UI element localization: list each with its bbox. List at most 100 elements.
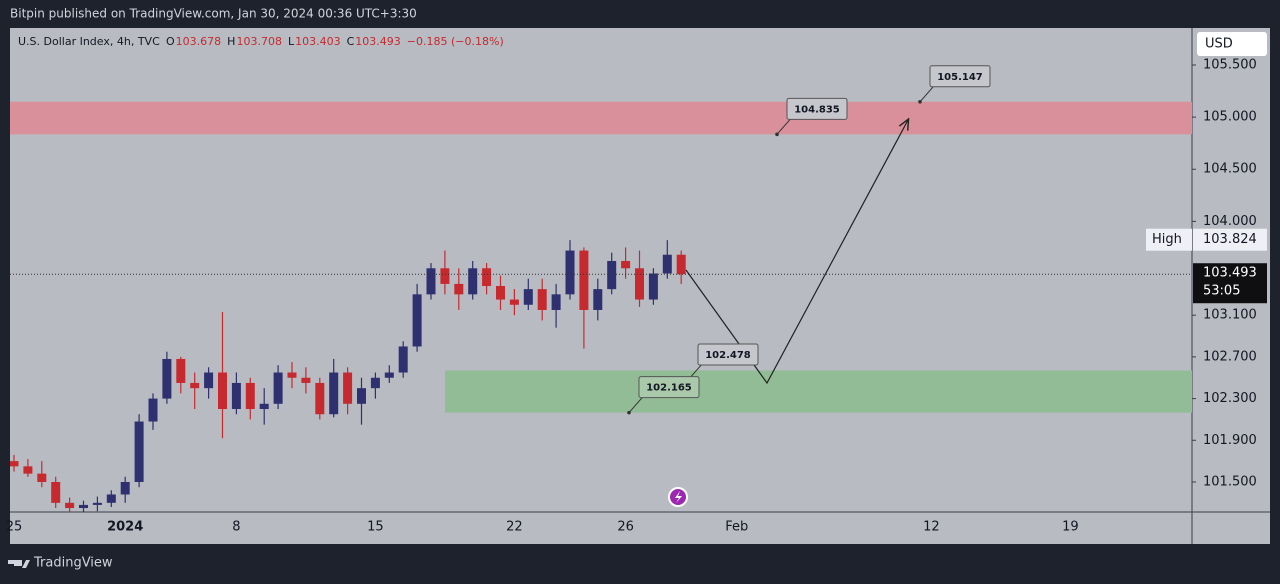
candle-body <box>593 289 603 310</box>
candle-body <box>370 377 380 389</box>
y-tick-label: 101.900 <box>1203 433 1257 448</box>
candle-body <box>648 273 658 300</box>
callout-stem <box>776 117 792 135</box>
candle-body <box>607 260 617 290</box>
ohlc-key: O <box>166 35 175 48</box>
candle-body <box>218 372 227 410</box>
candle-body <box>259 403 269 410</box>
candle-body <box>176 358 186 383</box>
brand: TradingView <box>33 556 113 571</box>
candle-body <box>37 473 47 482</box>
candle-body <box>231 382 241 410</box>
x-tick-label: Feb <box>725 520 748 535</box>
high-value-bg <box>1193 228 1267 251</box>
candle-body <box>343 372 353 404</box>
candle-body <box>301 377 311 383</box>
callout-box <box>697 343 759 366</box>
candle-body <box>65 502 75 509</box>
zone <box>10 101 1192 135</box>
symbol: U.S. Dollar Index, 4h, TVC <box>18 35 160 48</box>
candle-body <box>454 283 464 295</box>
countdown: 53:05 <box>1203 284 1240 299</box>
high-tag: High <box>1152 232 1182 247</box>
x-tick-label: 22 <box>506 520 523 535</box>
candle-body <box>23 466 33 474</box>
candle-body <box>106 494 116 503</box>
candle-body <box>426 268 436 295</box>
candle-body <box>565 250 575 295</box>
candle-body <box>676 254 686 275</box>
publish-info: Bitpin published on TradingView.com, Jan… <box>10 7 417 21</box>
callout-label: 102.165 <box>646 383 692 394</box>
candle-body <box>120 481 130 495</box>
candle-body <box>287 372 297 378</box>
currency[interactable]: USD <box>1205 37 1233 52</box>
candle-body <box>551 294 561 310</box>
ohlc-value: 103.493 <box>355 35 401 48</box>
candle-body <box>357 388 366 404</box>
ohlc-key: L <box>288 35 295 48</box>
callout-box <box>638 376 700 399</box>
y-tick-label: 105.000 <box>1203 110 1257 125</box>
x-tick-label: 15 <box>367 520 384 535</box>
zone <box>445 370 1192 413</box>
candle-body <box>204 372 214 389</box>
callout-label: 105.147 <box>937 72 983 83</box>
last-price-box <box>1193 263 1267 304</box>
x-tick-label: 26 <box>617 520 634 535</box>
ohlc-value: 103.708 <box>236 35 282 48</box>
candle-body <box>398 346 408 373</box>
callout-box <box>929 65 991 88</box>
callout-box <box>786 97 848 120</box>
candle-body <box>509 299 519 305</box>
change: −0.185 (−0.18%) <box>407 35 504 48</box>
event-icon-bolt <box>675 491 682 503</box>
candle-body <box>537 289 547 310</box>
candle-body <box>51 481 61 503</box>
candle-body <box>662 254 672 274</box>
candle-body <box>162 358 172 399</box>
y-tick-label: 104.500 <box>1203 162 1257 177</box>
candle-body <box>273 372 283 404</box>
projection <box>685 120 908 385</box>
callout-stem <box>919 85 935 103</box>
x-tick-label: 25 <box>6 520 23 535</box>
y-tick-label: 102.300 <box>1203 391 1257 406</box>
last-price: 103.493 <box>1203 266 1257 281</box>
x-tick-label: 8 <box>232 520 240 535</box>
ohlc-value: 103.678 <box>176 35 222 48</box>
candle-body <box>440 268 450 284</box>
y-tick-label: 103.100 <box>1203 308 1257 323</box>
candle-body <box>329 372 339 415</box>
candle-body <box>92 502 102 505</box>
y-tick-label: 105.500 <box>1203 58 1257 73</box>
x-tick-label: 2024 <box>107 520 143 535</box>
y-tick-label: 102.700 <box>1203 349 1257 364</box>
y-tick-label: 104.000 <box>1203 214 1257 229</box>
candle-body <box>384 372 394 378</box>
candle-body <box>315 382 325 415</box>
candle-body <box>635 268 644 300</box>
callout-label: 102.478 <box>705 350 751 361</box>
candle-body <box>190 382 200 389</box>
candle-body <box>482 268 492 287</box>
high-tag-bg <box>1146 228 1192 251</box>
candle-body <box>468 268 478 295</box>
candle-body <box>245 382 255 410</box>
brand-logo <box>8 560 30 568</box>
candle-body <box>621 260 631 269</box>
candle-body <box>79 504 88 509</box>
x-tick-label: 19 <box>1062 520 1079 535</box>
ohlc-key: H <box>227 35 235 48</box>
candle-body <box>579 250 589 310</box>
callout-stem <box>628 396 644 413</box>
candle-body <box>134 421 144 482</box>
currency-button[interactable] <box>1197 32 1267 56</box>
candle-body <box>523 289 533 305</box>
x-tick-label: 12 <box>923 520 940 535</box>
candle-body <box>412 294 422 347</box>
callout-label: 104.835 <box>794 104 840 115</box>
y-tick-label: 101.500 <box>1203 474 1257 489</box>
candle-body <box>10 461 19 467</box>
candle-body <box>496 286 505 300</box>
